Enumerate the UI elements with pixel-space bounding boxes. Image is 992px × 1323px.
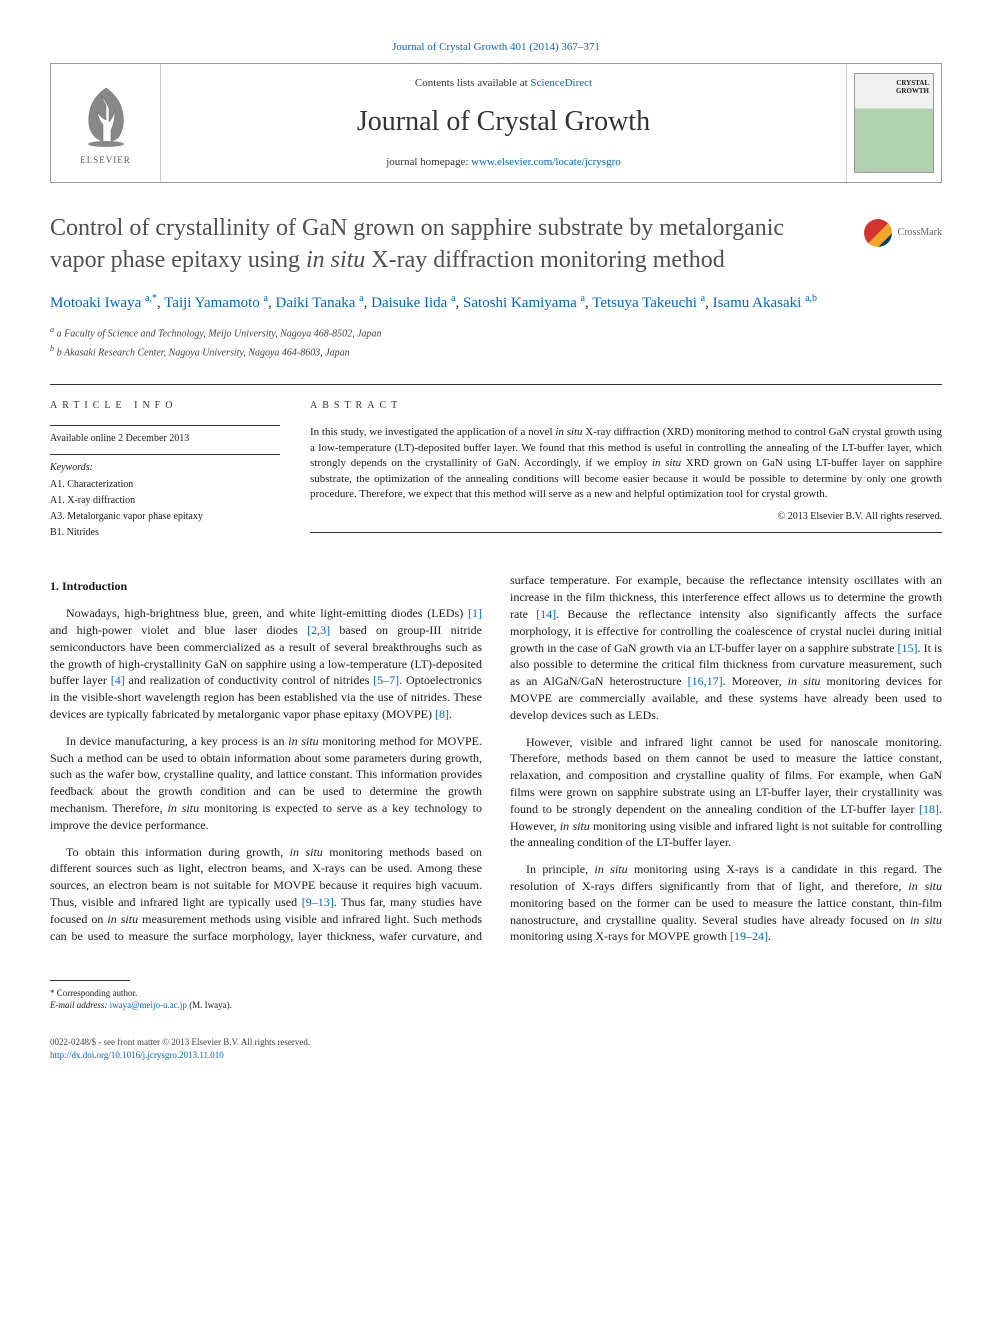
ref-link[interactable]: [14] xyxy=(536,607,556,621)
author-link[interactable]: Taiji Yamamoto xyxy=(164,295,260,311)
contents-prefix: Contents lists available at xyxy=(415,77,530,89)
citation-link[interactable]: Journal of Crystal Growth 401 (2014) 367… xyxy=(392,41,600,53)
main-body: 1. Introduction Nowadays, high-brightnes… xyxy=(50,572,942,949)
journal-cover: CRYSTAL GROWTH xyxy=(846,64,941,182)
email-suffix: (M. Iwaya). xyxy=(187,1000,232,1010)
journal-name: Journal of Crystal Growth xyxy=(357,102,650,141)
email-label: E-mail address: xyxy=(50,1000,110,1010)
journal-citation: Journal of Crystal Growth 401 (2014) 367… xyxy=(50,40,942,55)
homepage-line: journal homepage: www.elsevier.com/locat… xyxy=(386,155,621,170)
keyword: A1. X-ray diffraction xyxy=(50,494,280,508)
ref-link[interactable]: [9–13] xyxy=(302,895,334,909)
section-1-heading: 1. Introduction xyxy=(50,578,482,595)
journal-header: ELSEVIER Contents lists available at Sci… xyxy=(50,63,942,183)
homepage-prefix: journal homepage: xyxy=(386,156,471,168)
author-link[interactable]: Satoshi Kamiyama xyxy=(463,295,577,311)
elsevier-label: ELSEVIER xyxy=(80,154,131,167)
doi-link[interactable]: http://dx.doi.org/10.1016/j.jcrysgro.201… xyxy=(50,1050,224,1060)
crossmark-badge[interactable]: CrossMark xyxy=(864,219,942,247)
paragraph: Nowadays, high-brightness blue, green, a… xyxy=(50,605,482,723)
abstract-panel: ABSTRACT In this study, we investigated … xyxy=(310,399,942,542)
paragraph: In device manufacturing, a key process i… xyxy=(50,733,482,834)
article-info-panel: ARTICLE INFO Available online 2 December… xyxy=(50,399,280,542)
contents-line: Contents lists available at ScienceDirec… xyxy=(415,76,592,91)
ref-link[interactable]: [5–7] xyxy=(373,673,399,687)
ref-link[interactable]: [8] xyxy=(435,707,449,721)
crossmark-label: CrossMark xyxy=(898,226,942,240)
author-link[interactable]: Tetsuya Takeuchi xyxy=(592,295,697,311)
cover-label: CRYSTAL GROWTH xyxy=(896,80,929,95)
homepage-link[interactable]: www.elsevier.com/locate/jcrysgro xyxy=(471,156,621,168)
affiliation-b: b b Akasaki Research Center, Nagoya Univ… xyxy=(50,343,942,360)
page-footer: 0022-0248/$ - see front matter © 2013 El… xyxy=(50,1036,942,1061)
abstract-text: In this study, we investigated the appli… xyxy=(310,425,942,502)
keyword: A1. Characterization xyxy=(50,478,280,492)
footnote-separator xyxy=(50,980,130,981)
header-center: Contents lists available at ScienceDirec… xyxy=(161,64,846,182)
article-info-heading: ARTICLE INFO xyxy=(50,399,280,413)
author-link[interactable]: Daisuke Iida xyxy=(371,295,447,311)
affiliations: a a Faculty of Science and Technology, M… xyxy=(50,324,942,361)
crossmark-icon xyxy=(864,219,892,247)
elsevier-logo[interactable]: ELSEVIER xyxy=(51,64,161,182)
author-link[interactable]: Isamu Akasaki xyxy=(713,295,802,311)
ref-link[interactable]: [19–24] xyxy=(730,929,768,943)
ref-link[interactable]: [4] xyxy=(111,673,125,687)
ref-link[interactable]: [2,3] xyxy=(307,623,330,637)
elsevier-tree-icon xyxy=(71,80,141,150)
author-link[interactable]: Motoaki Iwaya xyxy=(50,295,141,311)
ref-link[interactable]: [18] xyxy=(919,802,939,816)
keywords-label: Keywords: xyxy=(50,461,280,475)
corresponding-author-note: * Corresponding author. E-mail address: … xyxy=(50,987,942,1012)
abstract-copyright: © 2013 Elsevier B.V. All rights reserved… xyxy=(310,510,942,524)
paragraph: In principle, in situ monitoring using X… xyxy=(510,861,942,945)
paragraph: However, visible and infrared light cann… xyxy=(510,734,942,852)
authors-list: Motoaki Iwaya a,*, Taiji Yamamoto a, Dai… xyxy=(50,292,942,314)
keyword: B1. Nitrides xyxy=(50,526,280,540)
author-link[interactable]: Daiki Tanaka xyxy=(276,295,356,311)
keyword: A3. Metalorganic vapor phase epitaxy xyxy=(50,510,280,524)
email-link[interactable]: iwaya@meijo-u.ac.jp xyxy=(110,1000,187,1010)
ref-link[interactable]: [16,17] xyxy=(688,674,723,688)
available-online: Available online 2 December 2013 xyxy=(50,432,280,446)
affiliation-a: a a Faculty of Science and Technology, M… xyxy=(50,324,942,341)
sciencedirect-link[interactable]: ScienceDirect xyxy=(530,77,592,89)
cover-thumbnail[interactable]: CRYSTAL GROWTH xyxy=(854,73,934,173)
abstract-heading: ABSTRACT xyxy=(310,399,942,413)
ref-link[interactable]: [15] xyxy=(898,641,918,655)
ref-link[interactable]: [1] xyxy=(468,606,482,620)
corr-author-label: * Corresponding author. xyxy=(50,987,942,1000)
footer-copyright: 0022-0248/$ - see front matter © 2013 El… xyxy=(50,1036,310,1049)
article-title: Control of crystallinity of GaN grown on… xyxy=(50,213,844,275)
